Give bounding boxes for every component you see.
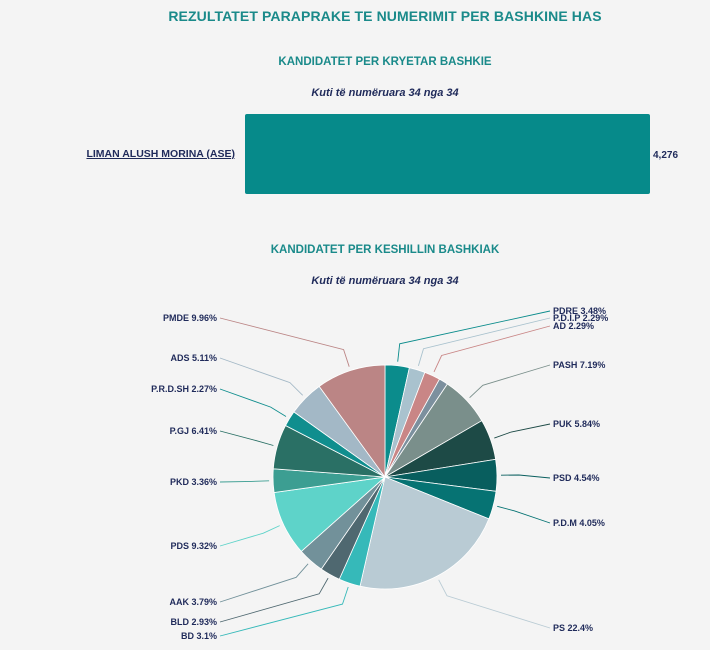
pie-label-psd: PSD 4.54% [553,473,600,483]
leader-line-pkd [219,480,270,483]
bar-value-label: 4,276 [653,150,679,161]
leader-line-ad [433,325,551,373]
pie-label-p-gj: P.GJ 6.41% [170,426,217,436]
pie-label-pmde: PMDE 9.96% [163,313,217,323]
pie-label-pdre: PDRE 3.48% [553,306,606,316]
mayor-section-title: KANDIDATET PER KRYETAR BASHKIE [278,56,492,68]
pie-label-puk: PUK 5.84% [553,419,600,429]
pie-slice-pmde[interactable] [318,364,386,479]
leader-line-psd [500,474,551,479]
pie-label-pds: PDS 9.32% [170,541,217,551]
council-section-title: KANDIDATET PER KESHILLIN BASHKIAK [270,244,500,256]
pie-label-bd: BD 3.1% [181,631,217,641]
leader-line-ads [219,357,304,396]
leader-line-ps [438,579,551,629]
mayor-section-subtitle: Kuti të numëruara 34 nga 34 [311,87,459,99]
leader-line-bd [219,586,349,637]
leader-line-p-d-i-p [417,317,551,367]
leader-line-pmde [219,317,350,367]
bar-category-label[interactable]: LIMAN ALUSH MORINA (ASE) [86,148,235,160]
pie-label-aak: AAK 3.79% [169,597,217,607]
leader-line-aak [219,563,309,603]
pie-label-p-d-i-p: P.D.I.P 2.29% [553,313,608,323]
pie-label-p-r-d-sh: P.R.D.SH 2.27% [151,384,217,394]
pie-label-pash: PASH 7.19% [553,360,605,370]
pie-label-p-d-m: P.D.M 4.05% [553,518,605,528]
pie-label-bld: BLD 2.93% [170,617,217,627]
leader-line-pash [469,364,551,399]
pie-slice-ps[interactable] [359,476,490,590]
leader-line-pdre [397,310,551,362]
leader-line-p-r-d-sh [219,388,287,417]
pie-label-ad: AD 2.29% [553,321,594,331]
leader-line-puk [494,423,551,439]
mayor-bar[interactable] [245,114,650,194]
leader-line-p-gj [219,430,274,446]
leader-line-bld [219,577,329,623]
pie-label-ps: PS 22.4% [553,623,593,633]
leader-line-p-d-m [497,505,551,524]
pie-label-pkd: PKD 3.36% [170,477,217,487]
pie-label-ads: ADS 5.11% [170,353,217,363]
council-section-subtitle: Kuti të numëruara 34 nga 34 [311,275,459,287]
page-title: REZULTATET PARAPRAKE TE NUMERIMIT PER BA… [168,8,602,24]
leader-line-pds [219,525,280,547]
